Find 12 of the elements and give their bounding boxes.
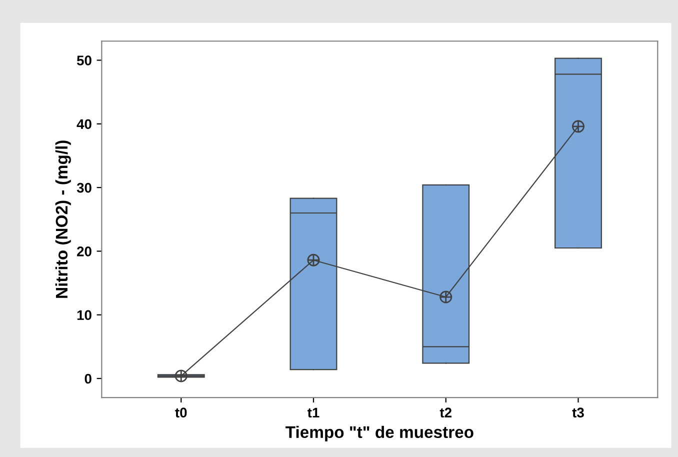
x-axis-title: Tiempo "t" de muestreo [286,426,474,442]
y-tick-label: 30 [76,182,92,193]
y-tick-label: 50 [76,56,92,66]
y-axis-title: Nitrito (NO2) - (mg/l) [55,140,71,298]
y-tick-label: 0 [84,374,92,384]
x-tick-label: t1 [307,408,320,418]
y-tick-label: 40 [76,119,92,130]
y-tick-label: 10 [77,310,92,320]
y-tick-label: 20 [77,246,92,256]
x-tick-label: t2 [440,408,452,418]
x-tick-label: t3 [572,408,584,418]
x-tick-label: t0 [175,408,187,418]
